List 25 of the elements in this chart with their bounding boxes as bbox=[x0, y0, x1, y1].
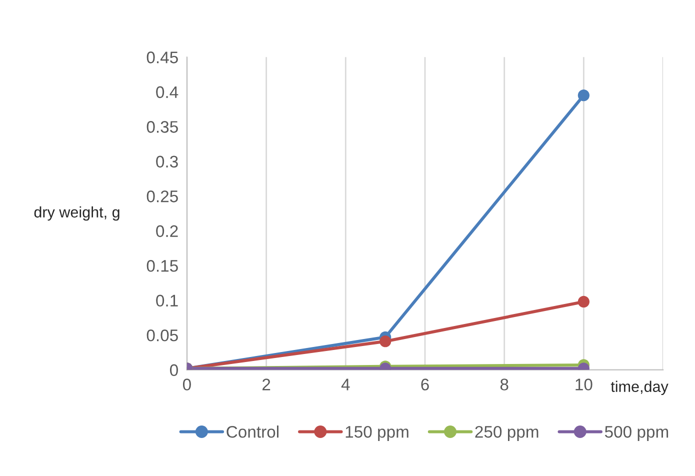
x-tick-label: 2 bbox=[262, 378, 270, 390]
y-tick-label: 0.25 bbox=[146, 190, 178, 202]
x-tick-label: 0 bbox=[182, 378, 191, 390]
legend-label: 250 ppm bbox=[475, 426, 538, 442]
y-tick-label: 0.3 bbox=[156, 156, 178, 168]
point bbox=[578, 296, 590, 308]
legend-label: 500 ppm bbox=[604, 426, 668, 442]
x-tick-label: 6 bbox=[421, 378, 429, 390]
y-tick-label: 0.05 bbox=[146, 330, 178, 342]
y-tick-label: 0.15 bbox=[146, 260, 178, 272]
legend-label: 150 ppm bbox=[346, 426, 408, 442]
y-tick-label: 0 bbox=[170, 364, 178, 376]
y-tick-label: 0.35 bbox=[146, 121, 178, 133]
x-tick-label: 8 bbox=[500, 378, 508, 390]
y-tick-label: 0.1 bbox=[156, 294, 178, 307]
y-tick-label: 0.2 bbox=[156, 225, 178, 238]
point bbox=[578, 90, 590, 102]
x-tick-label: 4 bbox=[341, 378, 350, 390]
point bbox=[380, 336, 392, 348]
y-tick-label: 0.45 bbox=[146, 52, 178, 64]
y-axis-title: dry weight, g bbox=[34, 206, 120, 221]
x-tick-label: 10 bbox=[576, 378, 592, 390]
legend-label: Control bbox=[226, 426, 278, 438]
y-tick-label: 0.4 bbox=[156, 86, 178, 98]
x-axis-title: time,day bbox=[610, 380, 668, 396]
